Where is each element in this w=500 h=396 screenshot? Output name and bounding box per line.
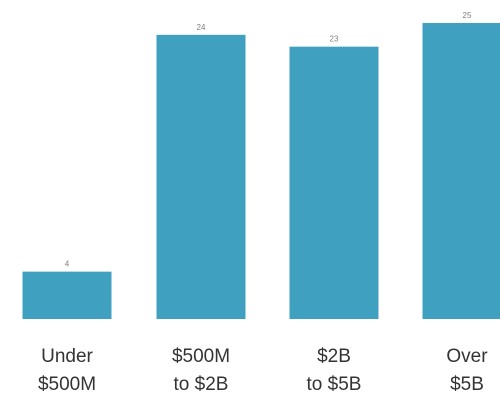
x-tick-label-0: Under $500M xyxy=(38,346,96,395)
x-tick-label-line-0-1: $500M xyxy=(38,374,96,395)
bar-value-label-2: 23 xyxy=(330,35,339,44)
x-tick-label-line-2-1: to $5B xyxy=(307,374,362,395)
x-tick-label-line-0-0: Under xyxy=(41,346,93,367)
x-tick-label-line-3-0: Over xyxy=(446,346,488,367)
x-tick-label-3: Over $5B xyxy=(446,346,488,395)
x-tick-label-line-1-0: $500M xyxy=(172,346,230,367)
bar-0 xyxy=(22,271,112,319)
x-tick-label-line-3-1: $5B xyxy=(450,374,484,395)
x-tick-label-line-2-0: $2B xyxy=(317,346,351,367)
bars-group xyxy=(22,23,500,320)
bar-1 xyxy=(156,34,246,320)
value-labels-group: 4 24 23 25 xyxy=(65,11,472,269)
bar-2 xyxy=(289,46,379,320)
x-tick-labels-group: Under $500M $500M to $2B $2B to $5B Over $5B xyxy=(38,346,488,395)
bar-3 xyxy=(422,23,500,319)
x-tick-label-line-1-1: to $2B xyxy=(174,374,229,395)
bar-value-label-0: 4 xyxy=(65,260,70,269)
x-tick-label-2: $2B to $5B xyxy=(307,346,362,395)
bar-value-label-1: 24 xyxy=(197,23,206,32)
x-tick-label-1: $500M to $2B xyxy=(172,346,230,395)
bar-value-label-3: 25 xyxy=(463,11,472,20)
